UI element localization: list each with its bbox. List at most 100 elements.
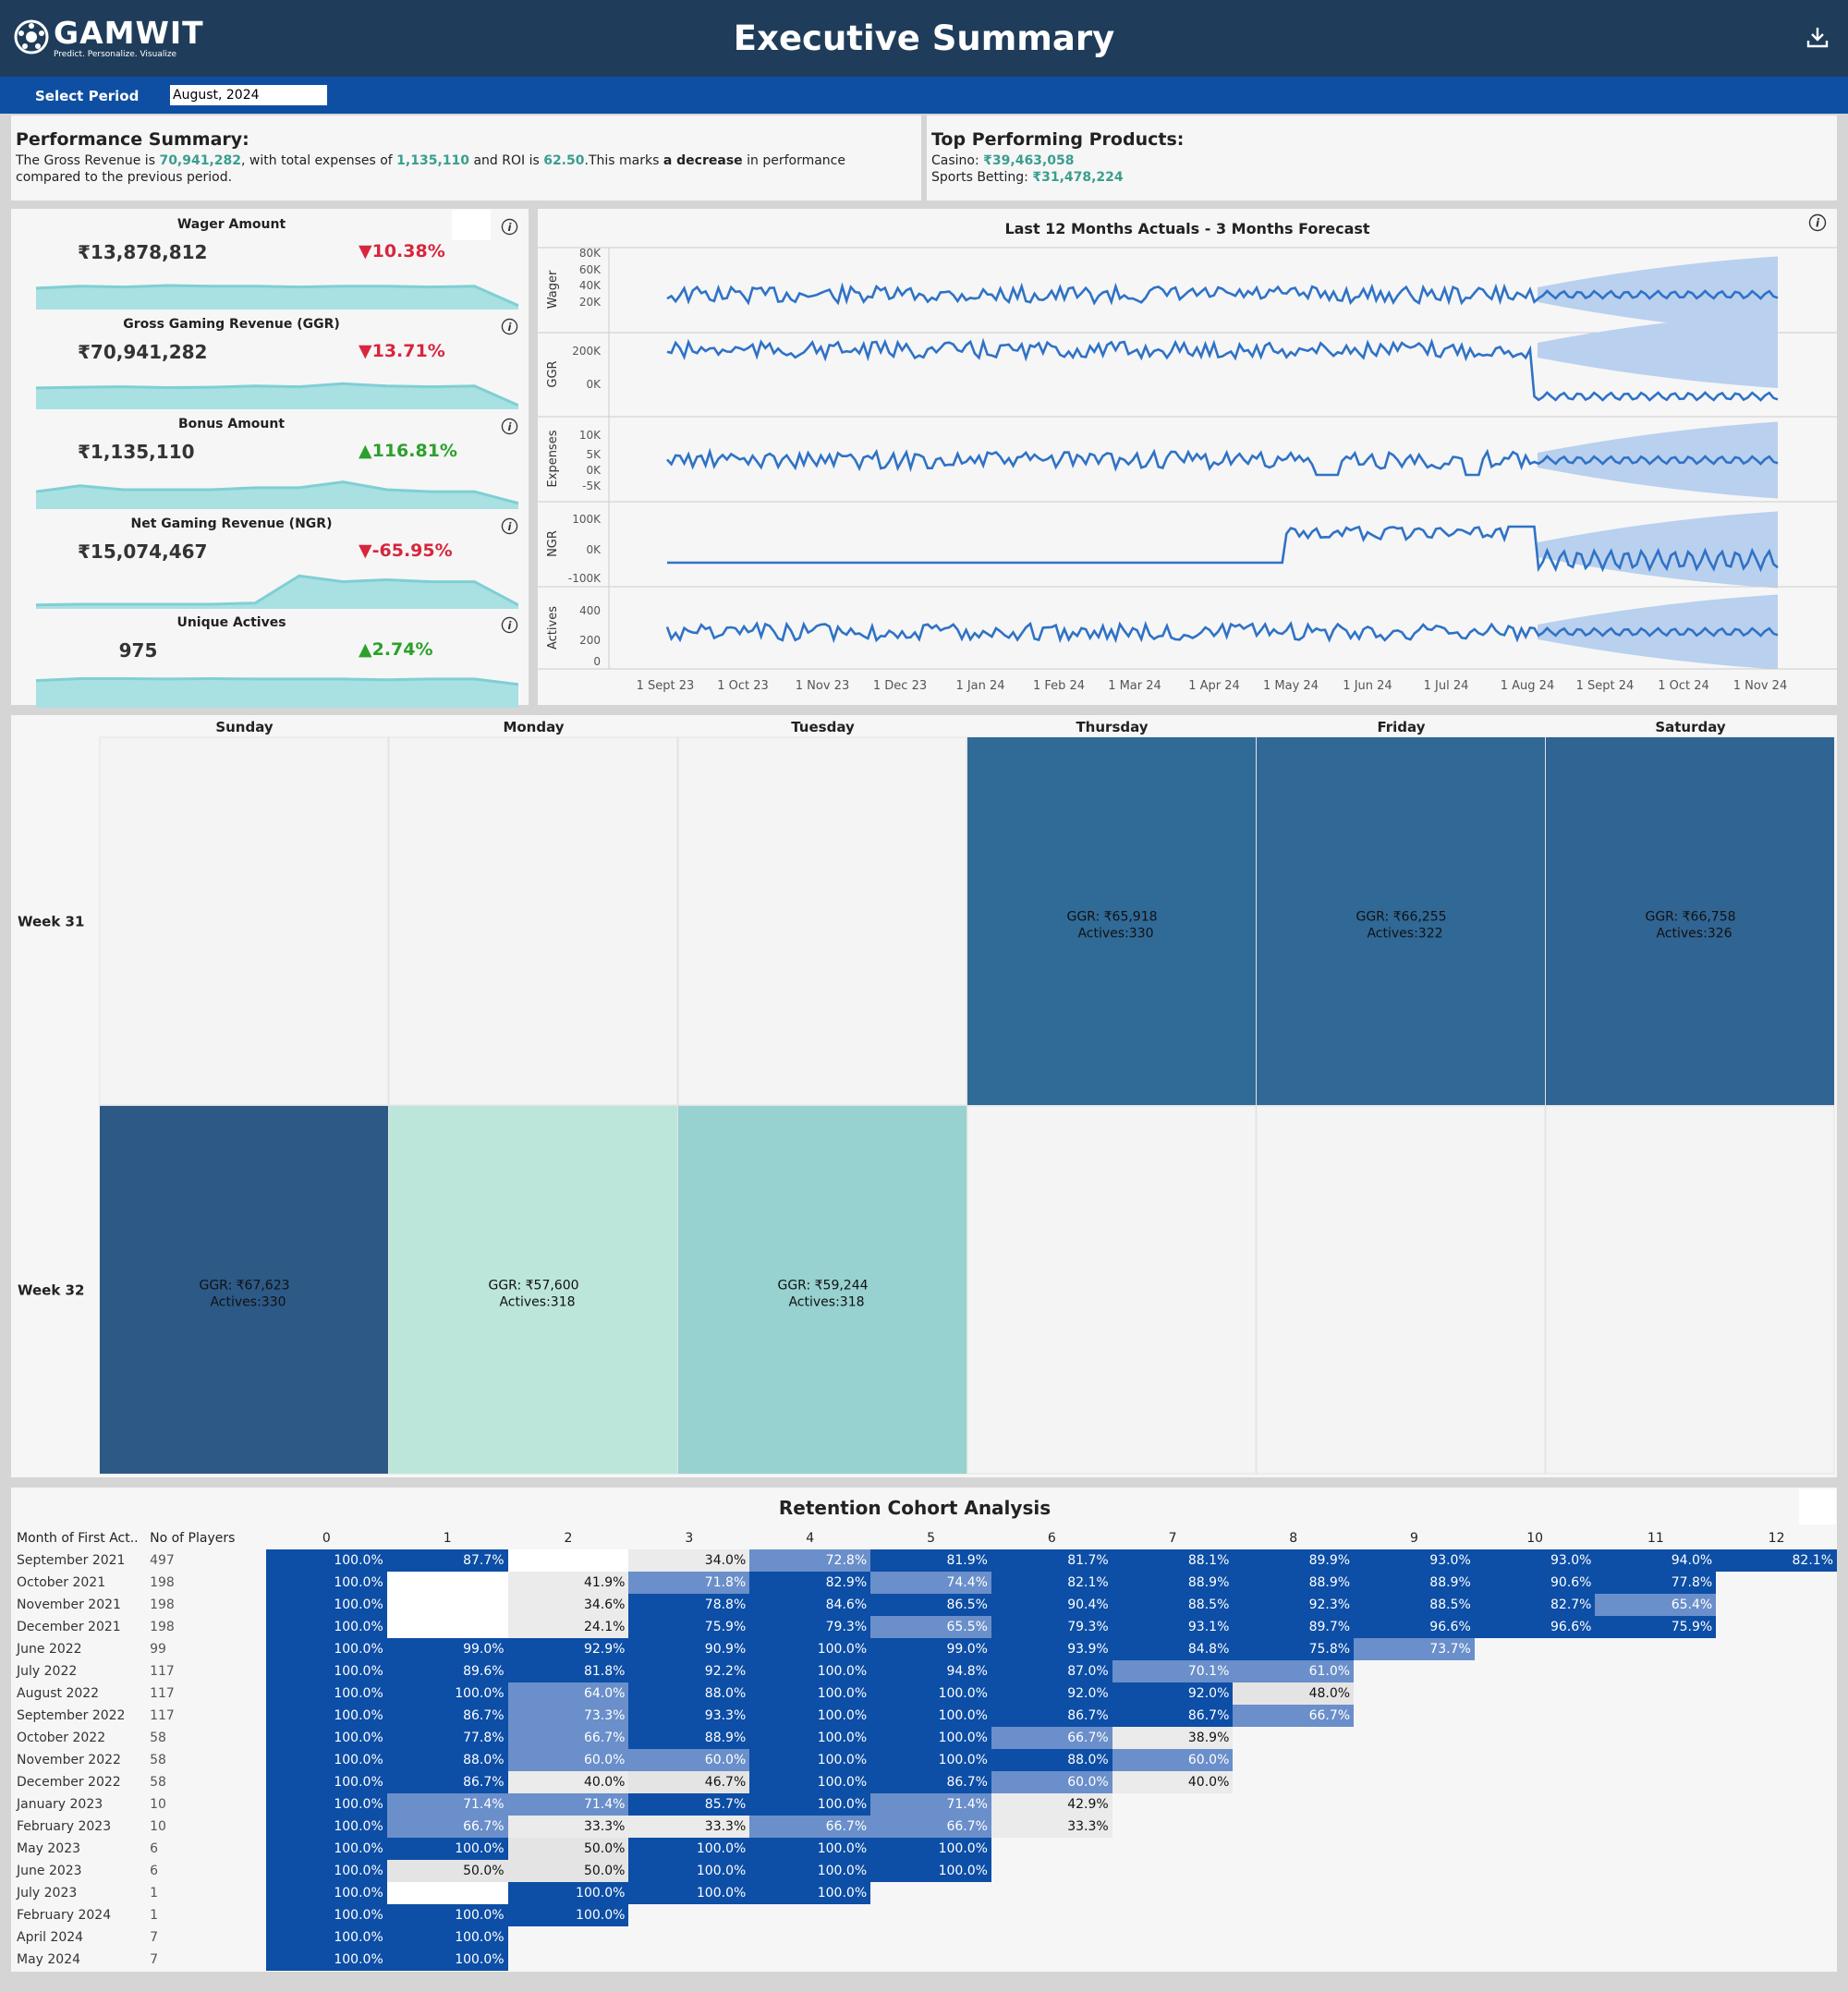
cohort-cell: 100.0%	[628, 1860, 750, 1882]
y-tick-label: 0K	[586, 464, 602, 477]
x-tick-label: 1 Nov 23	[796, 679, 849, 693]
cohort-cell: 65.4%	[1595, 1594, 1717, 1616]
period-select[interactable]	[170, 85, 327, 105]
cohort-cell: 66.7%	[507, 1727, 629, 1749]
cohort-empty	[1233, 1816, 1354, 1838]
cohort-cell: 66.7%	[749, 1816, 871, 1838]
panel-label: Expenses	[546, 430, 560, 487]
cohort-cell: 66.7%	[1233, 1705, 1355, 1727]
download-icon[interactable]	[1805, 24, 1830, 50]
calendar-cell[interactable]	[1257, 737, 1545, 1105]
cohort-cell: 48.0%	[1233, 1682, 1355, 1705]
product-item: Sports Betting: ₹31,478,224	[931, 169, 1818, 186]
info-icon[interactable]: i	[501, 517, 518, 535]
page-title: Executive Summary	[733, 18, 1115, 58]
cohort-empty	[1354, 1793, 1475, 1816]
cohort-empty	[1112, 1816, 1234, 1838]
cohort-empty	[1475, 1749, 1596, 1771]
cohort-month: September 2022	[17, 1708, 126, 1723]
cell-actives: Actives:326	[1656, 927, 1732, 941]
cohort-cell: 50.0%	[507, 1860, 629, 1882]
col-header: Month of First Act..	[17, 1531, 139, 1546]
cohort-month: June 2023	[17, 1864, 82, 1878]
kpi-title: Gross Gaming Revenue (GGR)	[123, 317, 340, 332]
retention-cohort: Retention Cohort Analysis Month of First…	[11, 1488, 1837, 1972]
cohort-row: July 2022 117 100.0% 89.6% 81.8% 92.2% 100.0% 9…	[14, 1660, 1837, 1682]
info-icon[interactable]: i	[501, 318, 518, 335]
cohort-cell: 100.0%	[265, 1549, 387, 1572]
cohort-cell: 89.7%	[1233, 1616, 1355, 1638]
cohort-cell: 79.3%	[991, 1616, 1112, 1638]
calendar-empty-cell	[388, 736, 678, 1106]
cohort-row: December 2022 58 100.0% 86.7% 40.0% 46.7% 100.…	[14, 1771, 1837, 1793]
info-icon[interactable]: i	[501, 418, 518, 435]
sparkline	[36, 574, 518, 609]
cohort-cell: 77.8%	[386, 1727, 508, 1749]
cohort-empty	[1595, 1949, 1716, 1971]
calendar-empty-cell	[99, 736, 389, 1106]
cohort-empty	[1475, 1727, 1596, 1749]
kpi-change: ▼13.71%	[359, 341, 445, 361]
cohort-empty	[1716, 1727, 1837, 1749]
cohort-row: July 2023 1 100.0% 100.0% 100.0% 100.0%	[14, 1882, 1837, 1904]
cohort-cell: 81.8%	[507, 1660, 629, 1682]
svg-text:i: i	[1816, 217, 1820, 230]
calendar-empty-cell	[677, 736, 967, 1106]
svg-text:i: i	[508, 221, 513, 234]
cohort-cell: 60.0%	[507, 1749, 629, 1771]
cohort-empty	[1112, 1860, 1234, 1882]
cohort-empty	[1595, 1749, 1716, 1771]
calendar-empty-cell	[967, 1105, 1257, 1475]
cell-ggr: GGR: ₹66,255	[1356, 910, 1446, 925]
svg-text:i: i	[508, 420, 513, 433]
cohort-cell: 89.9%	[1233, 1549, 1355, 1572]
info-icon[interactable]: i	[1808, 213, 1827, 232]
x-tick-label: 1 Feb 24	[1033, 679, 1085, 693]
cohort-empty	[1475, 1860, 1596, 1882]
cohort-cell: 86.7%	[870, 1771, 991, 1793]
cohort-month: December 2022	[17, 1775, 121, 1790]
cohort-empty	[1716, 1705, 1837, 1727]
info-icon[interactable]: i	[501, 218, 518, 236]
expenses-value: 1,135,110	[396, 153, 469, 168]
cohort-cell: 100.0%	[507, 1882, 629, 1904]
calendar-cell[interactable]	[100, 1106, 388, 1474]
cohort-cell: 100.0%	[265, 1882, 387, 1904]
info-icon[interactable]: i	[501, 616, 518, 634]
cohort-empty	[1716, 1860, 1837, 1882]
cohort-empty	[991, 1904, 1112, 1926]
calendar-cell[interactable]	[389, 1106, 677, 1474]
cohort-empty	[1354, 1682, 1475, 1705]
cohort-month: October 2022	[17, 1731, 106, 1745]
cohort-empty	[1595, 1816, 1716, 1838]
calendar-cell[interactable]	[678, 1106, 967, 1474]
cohort-empty	[1475, 1638, 1596, 1660]
cohort-cell: 24.1%	[507, 1616, 629, 1638]
cohort-cell: 100.0%	[265, 1926, 387, 1949]
cohort-cell: 100.0%	[749, 1793, 871, 1816]
cohort-empty	[870, 1949, 991, 1971]
col-header: No of Players	[150, 1531, 236, 1546]
period-header: 9	[1409, 1531, 1418, 1546]
cohort-empty	[1354, 1771, 1475, 1793]
cohort-cell: 82.1%	[1716, 1549, 1837, 1572]
day-header: Sunday	[215, 719, 274, 735]
cohort-cell: 100.0%	[265, 1638, 387, 1660]
cohort-cell: 64.0%	[507, 1682, 629, 1705]
cohort-row: September 2022 117 100.0% 86.7% 73.3% 93.3% 10…	[14, 1705, 1837, 1727]
cohort-month: June 2022	[17, 1642, 82, 1657]
cohort-empty	[1354, 1705, 1475, 1727]
cohort-empty	[1475, 1838, 1596, 1860]
summary-text-3: and ROI is	[469, 153, 544, 168]
calendar-cell[interactable]	[967, 737, 1256, 1105]
cohort-players: 497	[150, 1553, 175, 1568]
forecast-band	[1538, 594, 1778, 670]
week-label: Week 31	[18, 914, 84, 930]
calendar-cell[interactable]	[1546, 737, 1834, 1105]
series-line	[666, 447, 1779, 477]
x-tick-label: 1 Jan 24	[955, 679, 1004, 693]
cohort-players: 58	[150, 1731, 166, 1745]
forecast-band	[1538, 421, 1778, 499]
performance-summary: Performance Summary: The Gross Revenue i…	[11, 115, 921, 200]
cohort-row: August 2022 117 100.0% 100.0% 64.0% 88.0% 100.…	[14, 1682, 1837, 1705]
